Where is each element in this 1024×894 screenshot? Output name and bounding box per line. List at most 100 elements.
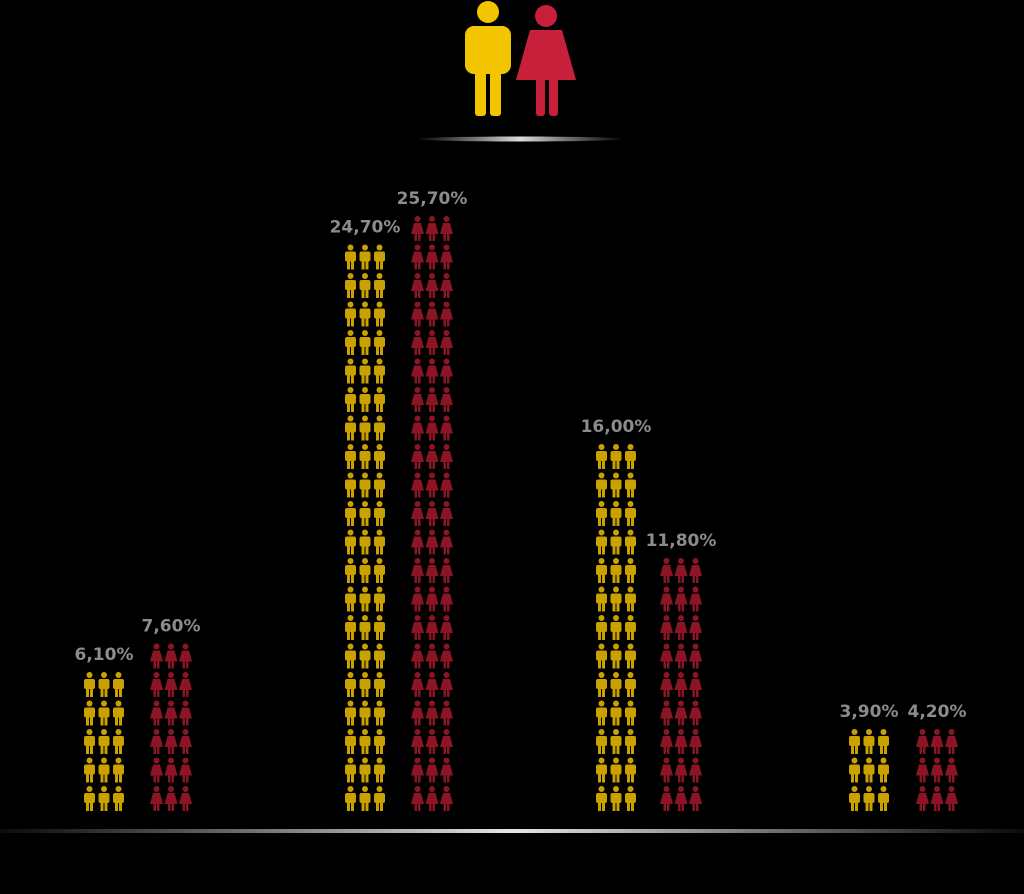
female-person-icon — [425, 786, 439, 811]
female-person-icon — [660, 729, 673, 754]
male-person-icon — [345, 757, 356, 783]
male-person-icon — [113, 700, 124, 726]
male-person-icon — [345, 415, 356, 441]
female-person-icon — [440, 330, 453, 355]
female-person-icon — [440, 529, 453, 555]
male-person-icon — [625, 615, 636, 640]
female-person-icon — [411, 672, 424, 697]
male-person-icon — [596, 501, 607, 526]
female-person-icon — [674, 729, 688, 754]
male-person-icon — [625, 501, 636, 526]
male-person-icon — [625, 529, 636, 555]
male-person-icon — [596, 786, 607, 811]
female-person-icon — [411, 700, 424, 726]
male-person-icon — [345, 529, 356, 555]
female-person-icon — [411, 729, 424, 754]
female-person-icon — [945, 729, 958, 754]
female-person-icon — [440, 273, 453, 298]
male-person-icon — [374, 444, 385, 469]
female-person-icon — [674, 586, 688, 612]
female-person-icon — [411, 757, 424, 783]
female-person-icon — [411, 558, 424, 583]
male-person-icon — [84, 786, 95, 811]
male-person-icon — [374, 615, 385, 640]
female-person-icon — [425, 301, 439, 327]
male-person-icon — [878, 729, 889, 754]
female-person-icon — [411, 643, 424, 669]
male-person-icon — [849, 757, 860, 783]
male-person-icon — [374, 501, 385, 526]
female-person-icon — [440, 558, 453, 583]
male-person-icon — [374, 273, 385, 298]
male-person-icon — [610, 672, 622, 697]
male-person-icon — [359, 729, 371, 754]
male-person-icon — [359, 415, 371, 441]
female-person-icon — [689, 586, 702, 612]
female-person-icon — [916, 757, 929, 783]
female-person-icon — [689, 786, 702, 811]
plot-area: 6,10% 24,70% 16,00% 3,90% 7,60% 25,70% 11,80% 4… — [75, 189, 967, 811]
female-person-icon — [425, 558, 439, 583]
male-person-icon — [113, 729, 124, 754]
male-person-icon — [596, 672, 607, 697]
male-person-icon — [359, 529, 371, 555]
male-person-icon — [345, 700, 356, 726]
female-person-icon — [425, 415, 439, 441]
male-person-icon — [359, 330, 371, 355]
female-person-icon — [674, 786, 688, 811]
female-person-icon — [179, 729, 192, 754]
female-person-icon — [425, 358, 439, 384]
male-person-icon — [596, 643, 607, 669]
value-label: 4,20% — [908, 702, 967, 722]
male-person-icon — [98, 672, 110, 697]
male-person-icon — [610, 472, 622, 498]
female-pictogram-bar — [660, 558, 702, 811]
male-person-icon — [374, 672, 385, 697]
male-person-icon — [610, 643, 622, 669]
male-person-icon — [345, 273, 356, 298]
male-person-icon — [596, 558, 607, 583]
female-person-icon — [660, 700, 673, 726]
female-person-icon — [164, 729, 178, 754]
female-person-icon — [440, 444, 453, 469]
male-person-icon — [610, 444, 622, 469]
value-label: 16,00% — [581, 417, 652, 437]
male-person-icon — [625, 757, 636, 783]
female-person-icon — [411, 472, 424, 498]
female-person-icon — [411, 586, 424, 612]
male-person-icon — [610, 757, 622, 783]
female-person-icon — [411, 501, 424, 526]
female-person-icon — [440, 387, 453, 412]
male-person-icon — [374, 729, 385, 754]
female-person-icon — [179, 700, 192, 726]
female-person-icon — [425, 757, 439, 783]
female-person-icon — [660, 786, 673, 811]
female-person-icon — [930, 729, 944, 754]
male-person-icon — [374, 757, 385, 783]
male-person-icon — [345, 558, 356, 583]
male-person-icon — [374, 330, 385, 355]
male-person-icon — [625, 672, 636, 697]
male-person-icon — [374, 387, 385, 412]
male-person-icon — [359, 358, 371, 384]
female-person-icon — [425, 700, 439, 726]
value-label: 11,80% — [646, 531, 717, 551]
female-person-icon — [411, 273, 424, 298]
female-person-icon — [179, 786, 192, 811]
female-person-icon — [411, 330, 424, 355]
male-person-icon — [374, 358, 385, 384]
female-person-icon — [440, 615, 453, 640]
female-person-icon — [425, 330, 439, 355]
male-person-icon — [359, 643, 371, 669]
value-label: 24,70% — [330, 218, 401, 238]
female-person-icon — [411, 387, 424, 412]
male-person-icon — [596, 529, 607, 555]
male-person-icon — [359, 273, 371, 298]
female-pictogram-bar — [411, 216, 453, 811]
male-pictogram-bar — [849, 729, 889, 811]
male-person-icon — [98, 729, 110, 754]
baseline — [0, 829, 1024, 833]
male-person-icon — [345, 501, 356, 526]
male-person-icon — [596, 586, 607, 612]
male-person-icon — [465, 1, 511, 116]
